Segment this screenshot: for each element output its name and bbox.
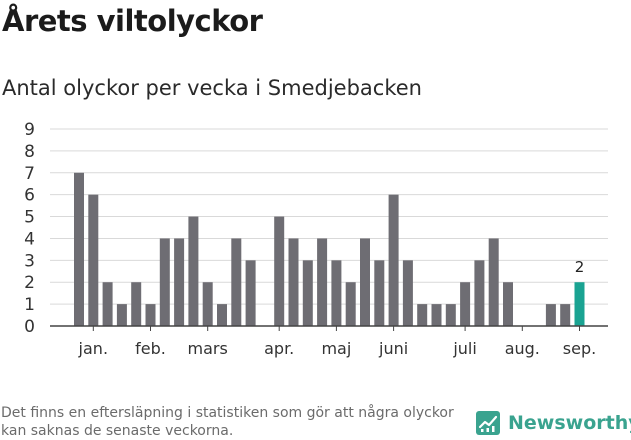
- bars: [74, 172, 585, 326]
- y-tick-label: 0: [24, 317, 35, 337]
- bar: [574, 282, 585, 326]
- bar: [488, 238, 499, 326]
- x-tick-label: juni: [378, 339, 408, 358]
- bar: [202, 282, 213, 326]
- bar: [460, 282, 471, 326]
- y-tick-label: 9: [24, 120, 35, 140]
- y-tick-label: 2: [24, 273, 35, 293]
- bar: [159, 238, 170, 326]
- x-tick-label: mars: [188, 339, 228, 358]
- bar: [116, 304, 127, 326]
- footnote: Det finns en eftersläpning i statistiken…: [1, 405, 454, 439]
- x-tick-label: aug.: [505, 339, 540, 358]
- bar: [302, 260, 313, 326]
- bar: [74, 172, 84, 326]
- x-tick-label: jan.: [78, 339, 108, 358]
- bar: [145, 304, 156, 326]
- bar: [417, 304, 428, 326]
- x-tick-label: sep.: [563, 339, 596, 358]
- bar: [131, 282, 142, 326]
- x-tick-label: feb.: [135, 339, 166, 358]
- bar: [360, 238, 370, 326]
- brand-logo: Newsworthy: [476, 408, 631, 438]
- grid-lines: [50, 128, 608, 305]
- bar: [245, 260, 256, 326]
- newsworthy-logo-icon: [476, 411, 500, 435]
- chart-title: Årets viltolyckor: [2, 4, 263, 38]
- x-axis: jan. feb. mars apr. maj juni juli aug. sep.: [50, 325, 608, 358]
- bar: [174, 238, 185, 326]
- chart-subtitle: Antal olyckor per vecka i Smedjebacken: [2, 76, 422, 100]
- bar: [388, 194, 399, 326]
- bar: [288, 238, 299, 326]
- bar: [188, 216, 199, 326]
- highlight-value-label: 2: [575, 258, 585, 276]
- bar: [503, 282, 513, 326]
- x-tick-label: maj: [321, 339, 351, 358]
- y-tick-label: 1: [24, 295, 35, 315]
- bar: [545, 304, 556, 326]
- y-tick-label: 7: [24, 164, 35, 184]
- y-tick-label: 6: [24, 186, 35, 206]
- bar: [374, 260, 385, 326]
- bar: [402, 260, 413, 326]
- x-tick-label: apr.: [264, 339, 294, 358]
- y-tick-label: 8: [24, 142, 35, 162]
- bar: [560, 304, 571, 326]
- bar: [431, 304, 442, 326]
- bar: [345, 282, 356, 326]
- data-labels: 2: [575, 258, 585, 276]
- bar: [231, 238, 242, 326]
- bar: [317, 238, 328, 326]
- y-tick-label: 3: [24, 251, 35, 271]
- bar: [102, 282, 113, 326]
- bar: [217, 304, 227, 326]
- y-tick-label: 4: [24, 229, 35, 249]
- bar: [88, 194, 99, 326]
- bar: [474, 260, 485, 326]
- brand-name: Newsworthy: [508, 412, 631, 434]
- bar: [445, 304, 456, 326]
- bar: [331, 260, 342, 326]
- y-tick-label: 5: [24, 208, 35, 228]
- x-tick-label: juli: [452, 339, 476, 358]
- bar: [274, 216, 285, 326]
